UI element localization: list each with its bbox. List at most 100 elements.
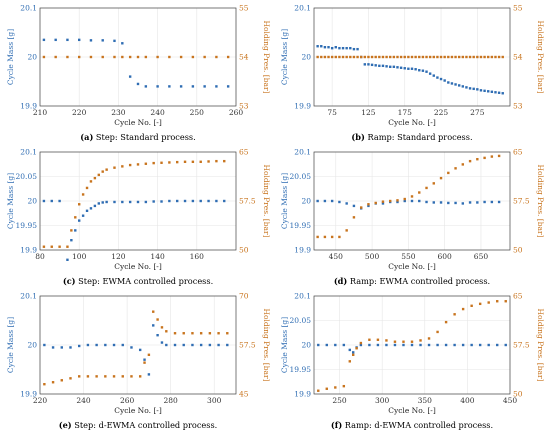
cycle-mass-point bbox=[51, 346, 55, 349]
cycle-mass-point bbox=[425, 70, 428, 73]
cycle-mass-point bbox=[338, 46, 341, 50]
holding-pressure-point bbox=[368, 338, 371, 341]
holding-pressure-point bbox=[325, 387, 328, 390]
x-axis-label: Cycle No. [-] bbox=[388, 406, 436, 415]
y-left-tick-label: 19.9 bbox=[20, 246, 37, 255]
holding-pressure-point bbox=[70, 229, 73, 232]
holding-pressure-point bbox=[323, 235, 327, 239]
y-left-axis-label: Cycle Mass [g] bbox=[6, 173, 15, 229]
cycle-mass-point bbox=[66, 258, 69, 261]
x-tick-label: 220 bbox=[72, 108, 87, 117]
holding-pressure-point bbox=[447, 171, 450, 175]
caption-label: (e) bbox=[59, 420, 72, 430]
y-left-tick-label: 20.1 bbox=[294, 4, 311, 13]
cycle-mass-point bbox=[432, 74, 435, 77]
holding-pressure-point bbox=[352, 353, 355, 356]
cycle-mass-point bbox=[138, 348, 142, 352]
holding-pressure-point bbox=[338, 55, 341, 59]
caption-text: Step: d-EWMA controlled process. bbox=[72, 420, 218, 430]
holding-pressure-point bbox=[215, 55, 218, 59]
cycle-mass-point bbox=[374, 64, 377, 67]
holding-pressure-point bbox=[385, 339, 388, 342]
holding-pressure-point bbox=[136, 55, 140, 59]
holding-pressure-point bbox=[341, 55, 345, 59]
x-tick-label: 350 bbox=[418, 396, 433, 405]
holding-pressure-point bbox=[428, 55, 432, 59]
cycle-mass-point bbox=[60, 346, 63, 349]
cycle-mass-point bbox=[191, 199, 195, 203]
holding-pressure-point bbox=[349, 55, 352, 59]
cycle-mass-point bbox=[104, 343, 107, 347]
x-tick-label: 80 bbox=[35, 252, 45, 261]
holding-pressure-point bbox=[320, 55, 323, 59]
cycle-mass-point bbox=[356, 47, 359, 51]
holding-pressure-point bbox=[330, 55, 334, 59]
cycle-mass-point bbox=[490, 90, 494, 93]
cycle-mass-point bbox=[69, 346, 72, 349]
holding-pressure-point bbox=[208, 332, 212, 335]
cycle-mass-point bbox=[418, 69, 421, 72]
holding-pressure-point bbox=[418, 55, 421, 59]
cycle-mass-point bbox=[320, 45, 323, 48]
cycle-mass-point bbox=[168, 85, 171, 88]
cycle-mass-point bbox=[160, 341, 164, 344]
holding-pressure-point bbox=[444, 320, 448, 324]
holding-pressure-point bbox=[182, 332, 185, 335]
plot-frame bbox=[39, 7, 237, 107]
y-left-tick-label: 20.1 bbox=[294, 148, 311, 157]
holding-pressure-point bbox=[334, 55, 337, 59]
holding-pressure-point bbox=[410, 55, 414, 59]
cycle-mass-point bbox=[97, 202, 100, 205]
x-axis-label: Cycle No. [-] bbox=[388, 118, 436, 127]
holding-pressure-point bbox=[389, 55, 392, 59]
cycle-mass-point bbox=[334, 46, 337, 49]
y-left-tick-label: 20.05 bbox=[290, 172, 312, 181]
cycle-mass-point bbox=[483, 89, 486, 93]
x-tick-label: 450 bbox=[329, 252, 344, 261]
cycle-mass-point bbox=[223, 199, 226, 203]
cycle-mass-point bbox=[191, 85, 195, 88]
x-tick-label: 175 bbox=[398, 108, 413, 117]
cycle-mass-point bbox=[504, 343, 507, 347]
cycle-mass-point bbox=[78, 38, 81, 42]
y-right-tick-label: 53 bbox=[513, 102, 523, 111]
cycle-mass-point bbox=[454, 201, 457, 205]
holding-pressure-point bbox=[78, 375, 81, 378]
cycle-mass-point bbox=[370, 63, 374, 67]
cycle-mass-point bbox=[447, 81, 450, 84]
holding-pressure-point bbox=[191, 332, 194, 335]
cycle-mass-point bbox=[43, 343, 46, 347]
y-right-tick-label: 57.5 bbox=[513, 197, 530, 206]
y-left-tick-label: 20 bbox=[301, 341, 311, 350]
holding-pressure-point bbox=[494, 55, 497, 59]
x-tick-label: 300 bbox=[207, 396, 222, 405]
caption-label: (b) bbox=[351, 132, 365, 142]
cycle-mass-point bbox=[439, 201, 443, 204]
cycle-mass-point bbox=[215, 85, 218, 88]
cycle-mass-point bbox=[121, 42, 124, 45]
holding-pressure-point bbox=[447, 55, 450, 59]
x-tick-label: 500 bbox=[365, 252, 380, 261]
cycle-mass-point bbox=[444, 343, 448, 347]
cycle-mass-point bbox=[341, 46, 345, 50]
holding-pressure-point bbox=[457, 55, 461, 59]
holding-pressure-point bbox=[497, 154, 501, 158]
cycle-mass-point bbox=[147, 373, 151, 376]
cycle-mass-point bbox=[461, 343, 465, 347]
holding-pressure-point bbox=[176, 160, 179, 164]
cycle-mass-point bbox=[461, 202, 465, 205]
y-left-tick-label: 20.05 bbox=[16, 172, 38, 181]
cycle-mass-point bbox=[101, 201, 104, 204]
cycle-mass-point bbox=[465, 86, 468, 89]
cycle-mass-point bbox=[476, 88, 479, 91]
chart-panel-d: 450 500 550 600 650 19.9 19.95 20 20.05 20.1 50 57.… bbox=[280, 148, 545, 286]
holding-pressure-point bbox=[453, 313, 456, 316]
holding-pressure-point bbox=[217, 332, 220, 335]
holding-pressure-point bbox=[136, 163, 140, 166]
x-tick-label: 280 bbox=[164, 396, 179, 405]
cycle-mass-point bbox=[349, 46, 352, 50]
chart-panel-c: 80 100 120 140 160 19.9 19.95 20 20.05 20.1 50 57.5… bbox=[6, 148, 271, 286]
cycle-mass-point bbox=[191, 343, 194, 347]
holding-pressure-point bbox=[89, 180, 93, 183]
